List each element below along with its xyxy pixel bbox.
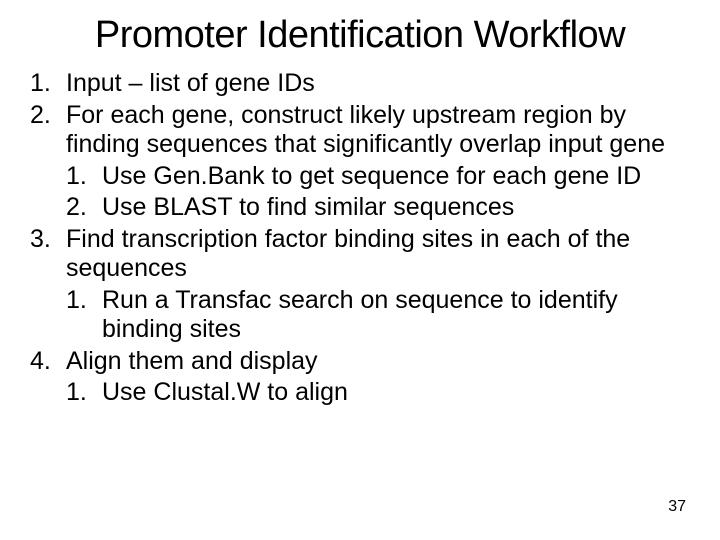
list-text: Align them and display [66,347,700,377]
list-item: 3. Find transcription factor binding sit… [30,225,700,284]
sublist-number: 1. [66,286,102,345]
list-item: 1. Input – list of gene IDs [30,69,700,99]
list-text: Find transcription factor binding sites … [66,225,700,284]
page-number: 37 [668,498,686,516]
list-number: 1. [30,69,66,99]
list-item: 4. Align them and display [30,347,700,377]
slide-container: Promoter Identification Workflow 1. Inpu… [0,0,720,540]
list-number: 4. [30,347,66,377]
sublist-text: Use Gen.Bank to get sequence for each ge… [102,162,700,192]
list-text: Input – list of gene IDs [66,69,700,99]
sublist-text: Run a Transfac search on sequence to ide… [102,286,700,345]
list-item: 2. For each gene, construct likely upstr… [30,101,700,160]
sublist-number: 1. [66,378,102,408]
sublist-text: Use Clustal.W to align [102,378,700,408]
sublist-item: 1. Use Clustal.W to align [66,378,700,408]
list-number: 3. [30,225,66,284]
list-number: 2. [30,101,66,160]
sublist-item: 1. Use Gen.Bank to get sequence for each… [66,162,700,192]
ordered-list: 1. Input – list of gene IDs 2. For each … [20,69,700,408]
sublist-number: 2. [66,193,102,223]
slide-title: Promoter Identification Workflow [20,14,700,57]
sublist-item: 1. Run a Transfac search on sequence to … [66,286,700,345]
list-text: For each gene, construct likely upstream… [66,101,700,160]
sublist-text: Use BLAST to find similar sequences [102,193,700,223]
sublist-number: 1. [66,162,102,192]
sublist-item: 2. Use BLAST to find similar sequences [66,193,700,223]
